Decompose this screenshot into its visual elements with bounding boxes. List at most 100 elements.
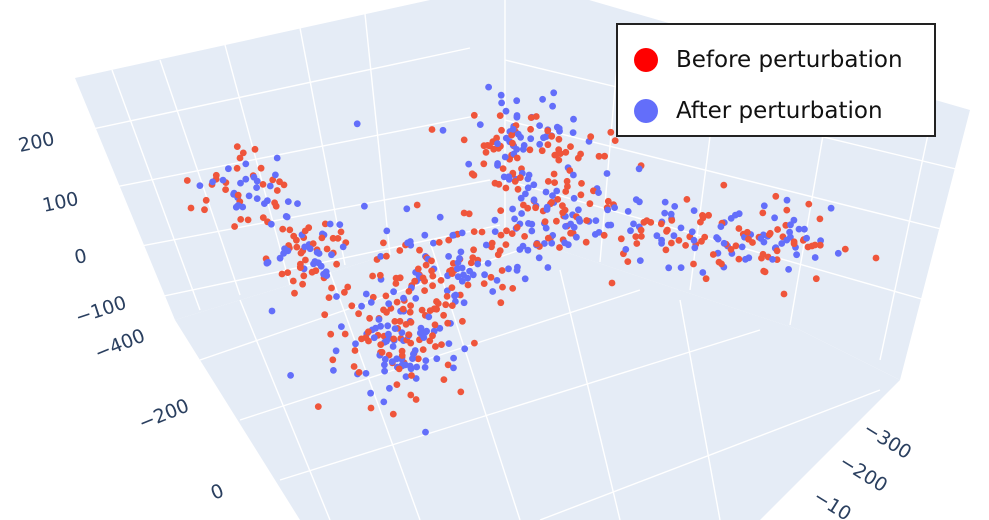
- data-point-45: [242, 175, 250, 183]
- data-point-250: [450, 364, 457, 372]
- data-point-381: [499, 283, 506, 291]
- floor-grid-a-0: [239, 299, 331, 520]
- data-point-422: [485, 83, 492, 91]
- data-point-414: [567, 143, 574, 151]
- data-point-71: [300, 272, 308, 280]
- data-point-246: [377, 341, 385, 348]
- data-point-294: [498, 267, 506, 274]
- data-point-712: [738, 243, 746, 251]
- data-point-477: [499, 165, 507, 173]
- data-point-587: [578, 180, 585, 187]
- data-point-349: [494, 251, 502, 259]
- data-point-22: [257, 164, 265, 172]
- data-point-689: [715, 258, 723, 266]
- left-wall-grid-h-3: [144, 224, 501, 301]
- data-point-269: [407, 391, 415, 399]
- data-point-38: [271, 199, 278, 207]
- data-point-313: [403, 205, 411, 213]
- data-point-1: [253, 184, 260, 192]
- floor-grid-a-1: [329, 271, 421, 520]
- data-points: [183, 83, 880, 436]
- data-point-210: [289, 277, 297, 285]
- data-point-641: [671, 203, 679, 210]
- data-point-388: [480, 280, 488, 287]
- data-point-449: [527, 125, 534, 133]
- data-point-572: [554, 196, 562, 203]
- data-point-46: [250, 173, 258, 181]
- data-point-189: [350, 363, 358, 370]
- data-point-76: [293, 243, 301, 251]
- data-point-149: [406, 308, 414, 316]
- data-point-155: [314, 403, 322, 410]
- data-point-505: [503, 227, 510, 235]
- data-point-705: [690, 207, 698, 215]
- data-point-136: [393, 298, 401, 306]
- data-point-251: [432, 343, 439, 350]
- data-point-159: [402, 373, 410, 380]
- data-point-647: [771, 214, 778, 222]
- data-point-292: [407, 302, 414, 309]
- data-point-478: [550, 89, 558, 97]
- data-point-42: [239, 149, 247, 157]
- data-point-706: [732, 242, 740, 250]
- data-point-252: [445, 340, 453, 347]
- data-point-249: [433, 355, 441, 363]
- data-point-14: [259, 181, 267, 188]
- data-point-47: [294, 200, 301, 208]
- data-point-578: [521, 233, 528, 240]
- data-point-494: [527, 114, 535, 121]
- data-point-522: [530, 181, 538, 189]
- legend-item-after[interactable]: After perturbation: [634, 96, 883, 126]
- data-point-86: [323, 245, 331, 253]
- data-point-526: [549, 192, 556, 200]
- data-point-276: [405, 331, 413, 338]
- data-point-221: [418, 306, 426, 314]
- data-point-673: [760, 202, 768, 210]
- data-point-197: [358, 302, 365, 310]
- data-point-253: [362, 290, 370, 298]
- data-point-697: [665, 264, 673, 272]
- data-point-609: [577, 150, 584, 158]
- data-point-192: [348, 302, 356, 310]
- data-point-118: [276, 254, 284, 262]
- data-point-528: [570, 171, 577, 179]
- data-point-556: [542, 188, 550, 196]
- data-point-481: [497, 91, 505, 99]
- data-point-97: [369, 293, 377, 301]
- legend: Before perturbation After perturbation: [616, 23, 936, 137]
- data-point-533: [505, 173, 513, 181]
- data-point-336: [445, 253, 452, 260]
- data-point-98: [336, 221, 344, 229]
- data-point-466: [526, 146, 534, 154]
- data-point-245: [413, 363, 421, 371]
- data-point-146: [352, 340, 359, 348]
- data-point-214: [400, 294, 407, 302]
- data-point-215: [438, 341, 445, 348]
- data-point-120: [301, 243, 309, 251]
- data-point-29: [272, 171, 279, 179]
- data-point-454: [527, 135, 535, 143]
- data-point-314: [433, 305, 440, 313]
- data-point-121: [302, 256, 309, 264]
- data-point-368: [488, 239, 496, 247]
- data-point-171: [321, 311, 329, 319]
- data-point-412: [496, 112, 504, 119]
- data-point-92: [267, 220, 275, 228]
- data-point-17: [269, 176, 277, 184]
- data-point-56: [293, 236, 300, 244]
- data-point-444: [570, 115, 577, 123]
- data-point-570: [586, 200, 594, 208]
- data-point-543: [495, 180, 503, 188]
- data-point-737: [834, 249, 842, 257]
- data-point-491: [552, 151, 560, 159]
- data-point-748: [801, 225, 808, 233]
- data-point-109: [313, 249, 321, 256]
- data-point-397: [453, 265, 461, 273]
- legend-item-before[interactable]: Before perturbation: [634, 45, 903, 75]
- data-point-178: [422, 428, 429, 436]
- data-point-684: [675, 237, 683, 244]
- data-point-218: [384, 322, 392, 330]
- data-point-163: [421, 287, 428, 294]
- data-point-451: [603, 170, 611, 177]
- data-point-576: [501, 153, 509, 161]
